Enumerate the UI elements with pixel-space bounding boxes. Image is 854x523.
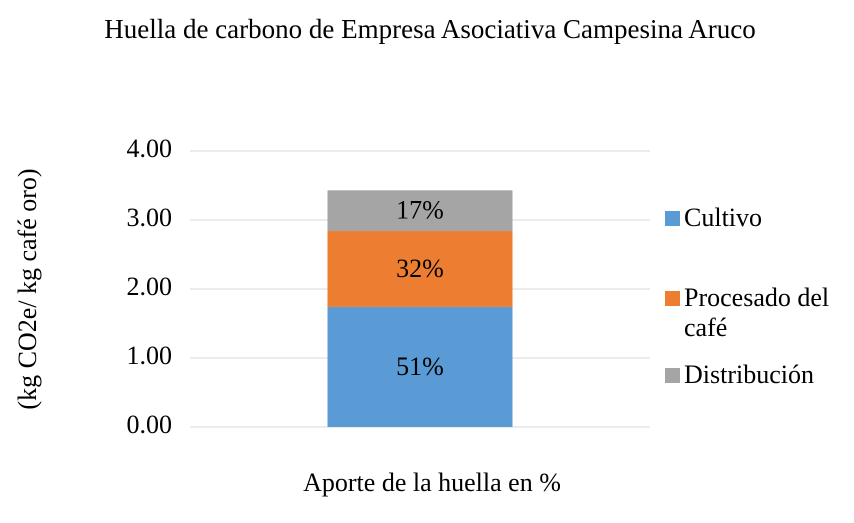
y-tick-label: 4.00 bbox=[127, 134, 173, 163]
x-axis-title: Aporte de la huella en % bbox=[303, 468, 561, 497]
chart-title: Huella de carbono de Empresa Asociativa … bbox=[104, 14, 756, 44]
y-tick-label: 0.00 bbox=[127, 410, 173, 439]
bar-segment bbox=[327, 231, 513, 307]
y-tick-label: 1.00 bbox=[127, 341, 173, 370]
legend-label: Distribución bbox=[684, 360, 814, 389]
legend-item: Procesado del café bbox=[665, 283, 850, 343]
legend-label: Cultivo bbox=[684, 203, 763, 232]
legend-label: Procesado del café bbox=[684, 283, 830, 342]
bar-segment bbox=[327, 190, 513, 232]
y-tick-label: 2.00 bbox=[127, 272, 173, 301]
data-label: 51% bbox=[396, 352, 444, 381]
legend-item: Cultivo bbox=[665, 203, 850, 233]
data-label: 17% bbox=[396, 196, 444, 225]
data-label: 32% bbox=[396, 254, 444, 283]
legend-swatch bbox=[665, 211, 680, 226]
bar-segment bbox=[327, 306, 513, 427]
legend-item: Distribución bbox=[665, 360, 850, 390]
y-axis-title: (kg CO2e/ kg café oro) bbox=[13, 168, 42, 409]
y-tick-label: 3.00 bbox=[127, 203, 173, 232]
legend-swatch bbox=[665, 368, 680, 383]
legend-swatch bbox=[665, 291, 680, 306]
